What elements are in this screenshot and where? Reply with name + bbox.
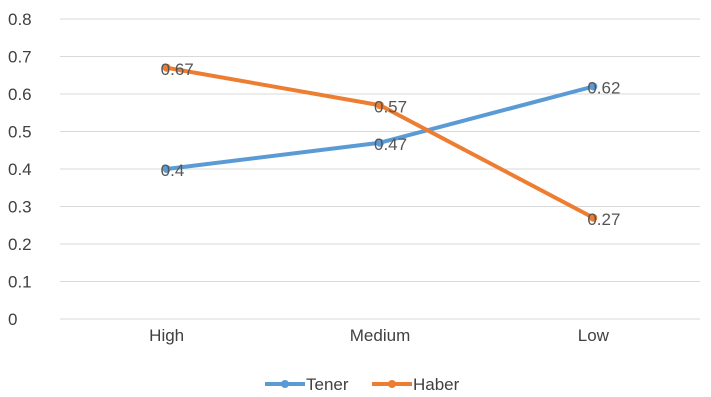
data-point-haber [162, 63, 171, 72]
data-label-tener: 0.62 [587, 79, 620, 98]
y-tick-label: 0.7 [8, 48, 32, 67]
data-point-tener [589, 82, 598, 91]
x-tick-label: Low [578, 326, 610, 345]
y-tick-label: 0.5 [8, 123, 32, 142]
data-label-haber: 0.27 [587, 210, 620, 229]
series-lines [162, 63, 598, 222]
data-point-tener [162, 165, 171, 173]
data-label-haber: 0.57 [374, 97, 407, 116]
gridlines [60, 18, 700, 320]
data-label-haber: 0.67 [161, 60, 194, 79]
y-tick-label: 0.2 [8, 235, 32, 254]
x-tick-label: Medium [350, 326, 410, 345]
legend: Tener Haber [265, 375, 460, 394]
y-tick-label: 0.4 [8, 160, 32, 179]
data-point-haber [376, 101, 384, 110]
data-label-tener: 0.4 [161, 161, 185, 180]
legend-label-haber: Haber [413, 375, 460, 394]
y-axis-tick-labels: 0 0.1 0.2 0.3 0.4 0.5 0.6 0.7 0.8 [8, 10, 32, 329]
y-tick-label: 0.6 [8, 85, 32, 104]
x-tick-label: High [149, 326, 184, 345]
y-tick-label: 0.8 [8, 10, 32, 29]
y-tick-label: 0 [8, 310, 17, 329]
data-point-haber [589, 213, 598, 222]
data-point-tener [376, 138, 384, 147]
x-axis-tick-labels: High Medium Low [149, 326, 609, 345]
y-tick-label: 0.3 [8, 198, 32, 217]
data-label-tener: 0.47 [374, 135, 407, 154]
legend-marker-tener [281, 380, 289, 388]
legend-marker-haber [388, 380, 396, 388]
y-tick-label: 0.1 [8, 273, 32, 292]
legend-label-tener: Tener [306, 375, 349, 394]
data-labels: 0.4 0.47 0.62 0.67 0.57 0.27 [161, 60, 621, 229]
